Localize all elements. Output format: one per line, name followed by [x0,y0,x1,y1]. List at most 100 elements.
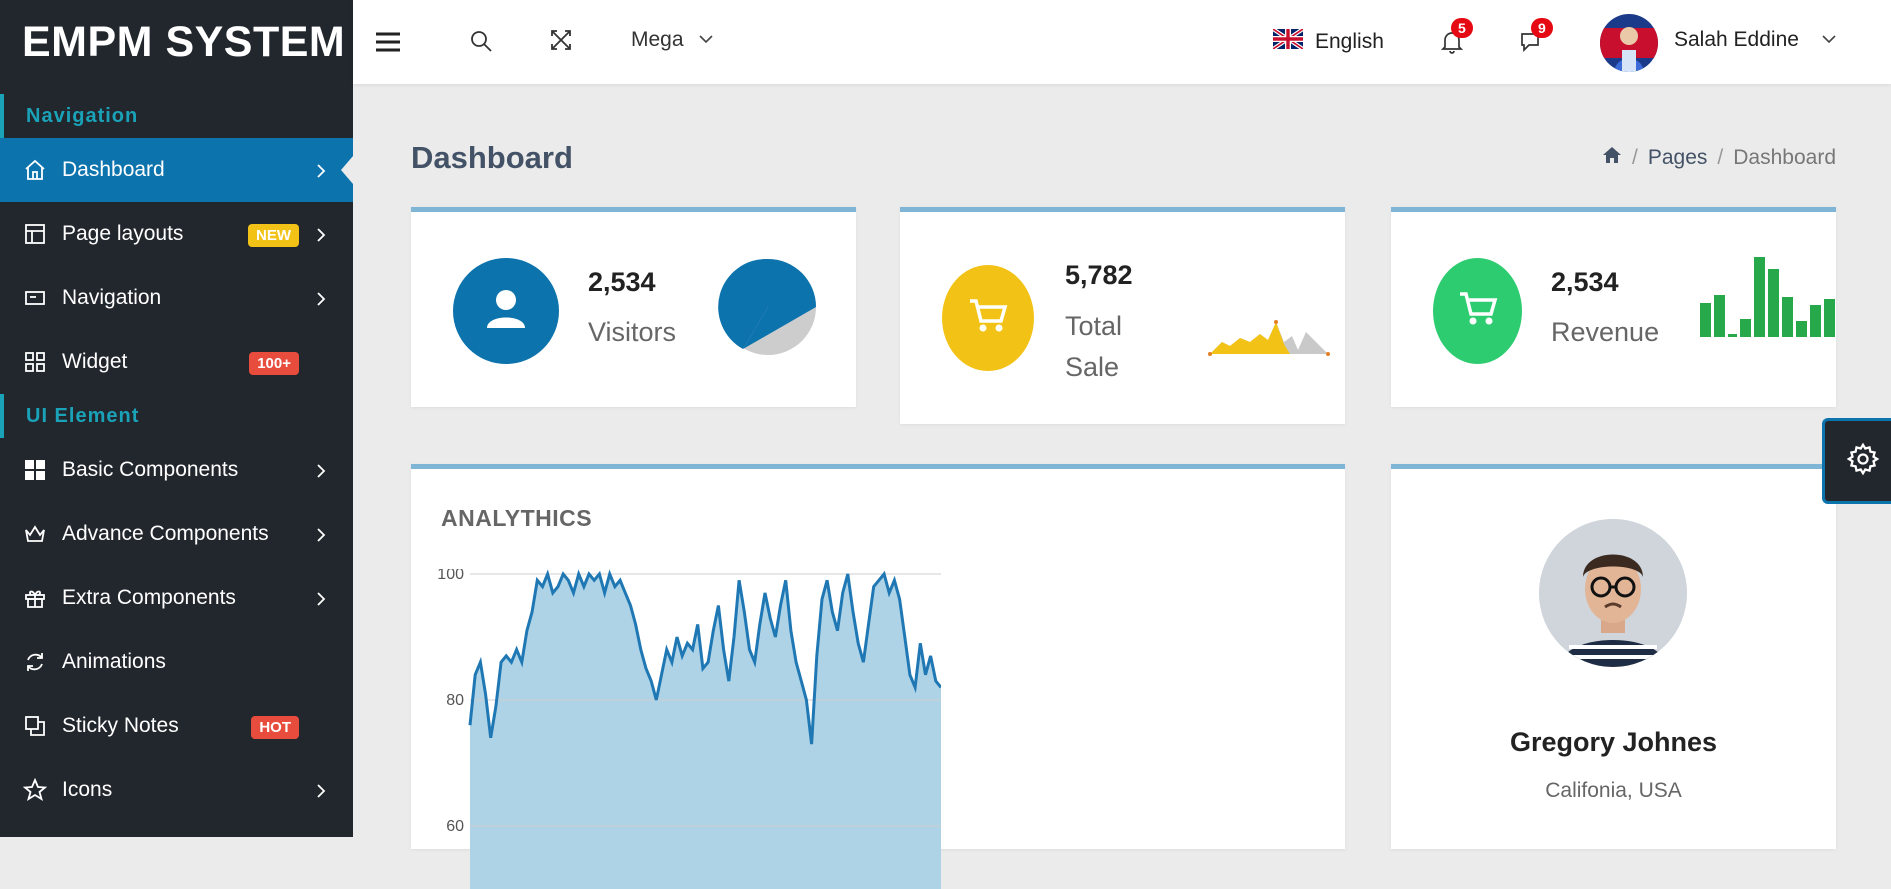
sidebar-item-label: Basic Components [62,458,239,481]
stat-value: 2,534 [588,267,656,297]
blocks-icon [22,457,48,483]
sidebar-item-navigation[interactable]: Navigation [0,266,353,330]
stat-label-line1: Total [1065,311,1123,341]
sidebar-item-label: Navigation [62,286,162,309]
stat-label-line2: Sale [1065,352,1120,382]
home-icon [22,157,48,183]
search-icon [469,29,493,58]
sidebar-item-dashboard[interactable]: Dashboard [0,138,353,202]
stat-label: Revenue [1551,317,1660,347]
cart-icon [968,298,1008,339]
count-badge: 100+ [249,352,299,375]
sidebar-item-widget[interactable]: Widget 100+ [0,330,353,394]
profile-name: Gregory Johnes [1509,727,1718,757]
analytics-title: ANALYTHICS [441,505,593,531]
sidebar-item-label: Advance Components [62,522,269,545]
y-tick-label: 60 [446,818,464,835]
stat-label: Visitors [588,317,677,347]
notifications-count: 5 [1451,18,1473,38]
refresh-icon [22,649,48,675]
messages-count: 9 [1531,18,1553,38]
chart-area [470,574,941,889]
gift-icon [22,585,48,611]
chevron-right-icon [315,461,327,485]
stat-value: 5,782 [1065,260,1133,290]
sidebar-item-extra-components[interactable]: Extra Components [0,566,353,630]
sidebar-item-label: Animations [62,650,166,673]
sidebar: EMPM SYSTEM Navigation Dashboard Page la… [0,0,353,837]
star-icon [22,777,48,803]
brand-logo[interactable]: EMPM SYSTEM [22,17,346,66]
stat-card-visitors: 2,534 Visitors [411,207,856,407]
stat-icon-circle [942,265,1034,371]
sidebar-item-advance-components[interactable]: Advance Components [0,502,353,566]
nav-icon [22,285,48,311]
mega-menu-dropdown[interactable]: Mega [631,28,714,52]
sidebar-item-label: Page layouts [62,222,184,245]
messages-button[interactable]: 9 [1519,18,1553,59]
stat-card-revenue: 2,534 Revenue [1391,207,1836,407]
analytics-chart: 100 80 60 [437,569,941,889]
stat-card-total-sale: 5,782 Total Sale [900,207,1345,424]
mega-label: Mega [631,28,684,51]
profile-location: Califonia, USA [1545,779,1682,802]
breadcrumb-separator: / [1717,146,1724,169]
hamburger-icon [375,30,401,59]
profile-avatar[interactable] [1539,519,1687,667]
pie-sparkline [718,257,818,362]
chevron-right-icon [315,289,327,313]
section-ui-element: UI Element [0,394,353,438]
analytics-card: ANALYTHICS 100 80 60 [411,464,1345,889]
chevron-right-icon [315,161,327,185]
user-menu-dropdown[interactable]: Salah Eddine [1674,28,1837,52]
chart-series-line [468,569,941,745]
sidebar-item-basic-components[interactable]: Basic Components [0,438,353,502]
breadcrumb-separator: / [1632,146,1638,169]
chevron-right-icon [315,225,327,249]
chevron-down-icon [698,31,714,49]
user-icon [481,284,531,339]
gear-icon [1846,442,1880,481]
top-header: Mega English 5 9 [353,0,1891,84]
home-icon[interactable] [1602,146,1622,170]
crown-icon [22,521,48,547]
new-badge: NEW [248,224,299,247]
breadcrumb-current: Dashboard [1733,146,1836,169]
bar-sparkline [1700,257,1836,342]
menu-toggle-button[interactable] [375,30,401,59]
layout-icon [22,221,48,247]
hot-badge: HOT [251,716,299,739]
breadcrumb-pages[interactable]: Pages [1647,146,1708,169]
chevron-right-icon [315,781,327,805]
copy-icon [22,713,48,739]
chevron-right-icon [315,525,327,549]
sidebar-item-label: Sticky Notes [62,714,179,737]
notifications-button[interactable]: 5 [1440,18,1473,59]
breadcrumb: / Pages / Dashboard [1602,146,1836,170]
chevron-down-icon [1821,31,1837,49]
sidebar-item-page-layouts[interactable]: Page layouts NEW [0,202,353,266]
sidebar-item-sticky-notes[interactable]: Sticky Notes HOT [0,694,353,758]
stat-value: 2,534 [1551,267,1619,297]
cart-icon [1458,291,1498,332]
language-label: English [1315,29,1384,53]
fullscreen-button[interactable] [550,29,572,56]
grid-icon [22,349,48,375]
sidebar-item-icons[interactable]: Icons [0,758,353,822]
sidebar-item-label: Icons [62,778,113,801]
sidebar-item-label: Dashboard [62,158,165,181]
search-button[interactable] [469,29,493,58]
language-selector[interactable]: English [1271,27,1384,54]
section-navigation: Navigation [0,94,353,138]
y-tick-label: 80 [446,692,464,709]
settings-button[interactable] [1822,418,1891,504]
y-tick-label: 100 [437,569,464,583]
user-avatar[interactable] [1600,14,1658,72]
stat-icon-circle [1433,258,1522,364]
area-sparkline [1208,312,1332,365]
stat-icon-circle [453,258,559,364]
fullscreen-icon [550,29,572,56]
sidebar-item-animations[interactable]: Animations [0,630,353,694]
user-name: Salah Eddine [1674,28,1799,51]
uk-flag-icon [1271,27,1305,54]
